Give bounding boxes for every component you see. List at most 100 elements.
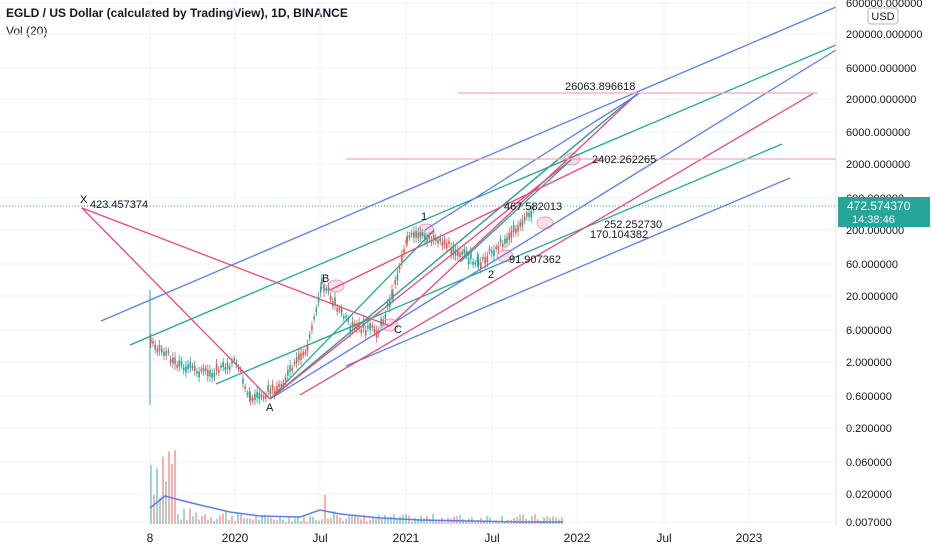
candle [467,258,470,265]
candle [244,386,246,390]
volume-bar [381,518,383,524]
volume-bar [336,515,338,524]
volume-bar [267,516,269,524]
candle [448,240,450,245]
volume-bar [354,514,356,524]
volume-bar [207,519,209,524]
candle [321,278,323,284]
point-x-label: X [80,194,88,206]
volume-bar [534,514,536,524]
trend-line [269,92,639,400]
volume-bar [483,521,485,524]
candle [499,238,502,243]
volume-bar [198,519,200,524]
candle [317,296,320,303]
candle [229,366,231,370]
candle [349,328,352,334]
volume-bar [279,516,281,524]
wave-1-label: 1 [421,211,427,223]
volume-bar [243,518,245,524]
candle [450,247,452,255]
candle [334,297,336,305]
candle [347,318,349,322]
countdown-timer: 14:38:46 [852,214,895,226]
level-2402-label: 2402.262265 [592,154,656,166]
candle [152,340,154,344]
x-tick-label: Jul [656,531,671,545]
candle [517,225,519,232]
candle [207,369,209,377]
volume-bar [273,519,275,524]
volume-bar [195,512,197,524]
candle [218,369,220,373]
candle [410,232,413,235]
candle [161,348,163,353]
candle [371,325,374,328]
trend-line [129,44,837,346]
candle [300,352,302,360]
volume-bar [231,515,233,524]
candle [154,344,156,350]
candle [441,241,444,247]
candle [380,318,382,326]
candle [222,362,224,368]
level-91-label: 91.907362 [509,254,561,266]
volume-bar [210,517,212,524]
candle [519,222,522,227]
volume-bar [477,519,479,524]
candle [167,350,170,353]
candle [391,289,393,297]
volume-bar [411,521,413,524]
y-tick-label: 6.000000 [846,325,892,337]
candle [258,392,261,400]
candle [358,322,360,328]
volume-bar [213,520,215,524]
candle [360,329,363,333]
candle [490,250,493,254]
candle [273,390,276,395]
y-tick-label: 0.200000 [846,423,892,435]
candle [315,308,318,313]
volume-bar [201,515,203,524]
candle [209,370,211,377]
candle [523,216,526,221]
candle [332,301,334,306]
x-tick-label: 2023 [736,531,763,545]
candle [362,321,365,328]
x-tick-label: 2022 [564,531,591,545]
volume-bar [225,511,227,524]
candle [185,366,187,373]
volume-bars [149,450,563,524]
candle [215,363,218,371]
volume-bar [387,518,389,524]
x-tick-label: 2021 [393,531,420,545]
volume-bar [444,521,446,524]
candle [189,361,192,368]
volume-bar [513,518,515,524]
candle [269,389,272,395]
candle [504,238,506,244]
candle [262,396,265,399]
trend-line [345,177,791,367]
candle [163,351,165,356]
candle [158,344,161,351]
volume-bar [333,511,335,524]
price-candles [149,203,535,406]
volume-bar [156,468,158,524]
y-tick-label: 200000.000000 [846,29,922,41]
candle [493,249,495,257]
volume-bar [501,516,503,524]
trend-line [269,229,435,400]
candle [295,357,298,364]
candle [343,316,345,319]
candle [313,316,315,320]
volume-bar [189,508,191,524]
candle [319,286,322,293]
volume-bar [222,513,224,524]
highlight-ellipse [327,279,345,293]
candle [169,359,172,363]
volume-bar [552,516,554,524]
volume-bar [498,521,500,524]
currency-button [867,7,899,25]
